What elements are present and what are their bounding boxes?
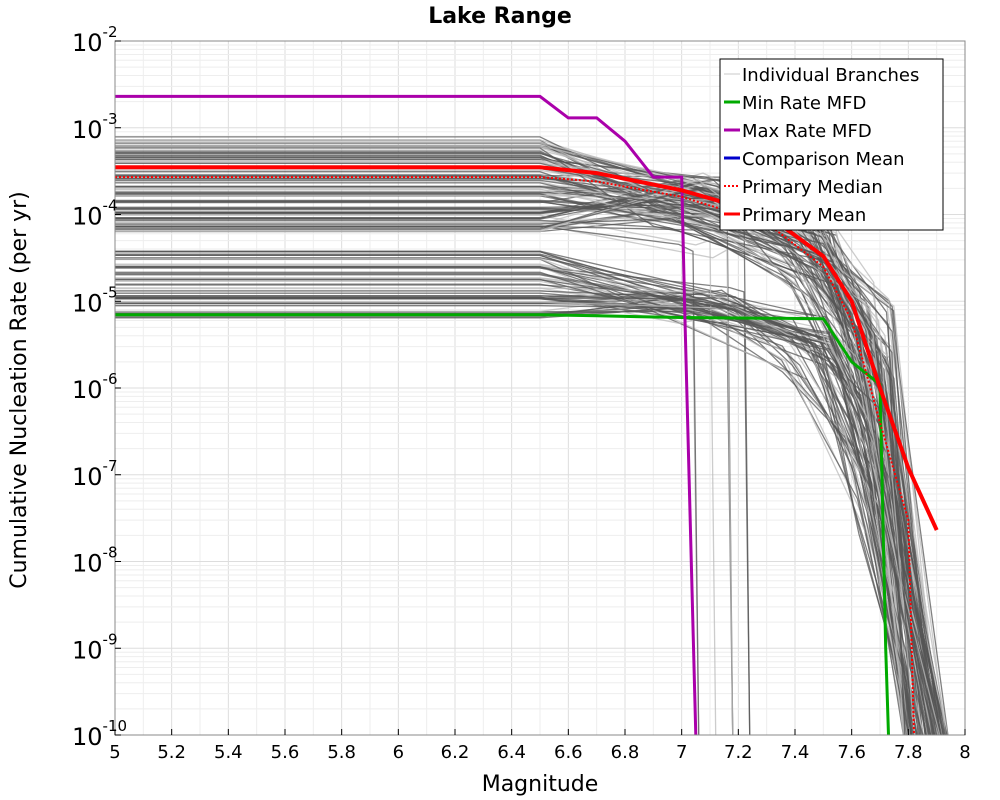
branch-line (115, 179, 930, 736)
y-axis-label: Cumulative Nucleation Rate (per yr) (7, 191, 32, 589)
branch-line (115, 225, 946, 736)
x-tick-label: 6.6 (554, 742, 583, 763)
chart-title: Lake Range (428, 4, 572, 29)
x-tick-label: 7 (676, 742, 687, 763)
x-tick-label: 5 (109, 742, 120, 763)
x-tick-label: 8 (959, 742, 970, 763)
branch-line (115, 224, 734, 736)
y-tick-exponent: -4 (103, 197, 118, 215)
x-tick-label: 6.8 (611, 742, 640, 763)
y-tick-label: 10-5 (72, 283, 118, 317)
y-tick-exponent: -2 (103, 23, 118, 41)
x-tick-label: 7.4 (781, 742, 810, 763)
x-tick-label: 5.8 (327, 742, 356, 763)
series-primary-mean (115, 165, 939, 531)
x-tick-label: 5.6 (271, 742, 300, 763)
legend-label: Min Rate MFD (742, 93, 866, 114)
branch-line (115, 188, 911, 736)
branch-line (115, 278, 924, 736)
legend-label: Individual Branches (742, 65, 919, 86)
y-tick-exponent: -6 (103, 370, 118, 388)
legend: Individual Branches Min Rate MFD Max Rate … (719, 58, 944, 231)
branch-line (115, 193, 933, 736)
legend-label: Comparison Mean (742, 149, 905, 170)
y-tick-exponent: -9 (103, 630, 118, 648)
x-tick-label: 6.4 (497, 742, 526, 763)
x-tick-label: 6 (393, 742, 404, 763)
branch-line (115, 305, 910, 736)
x-tick-label: 7.8 (894, 742, 923, 763)
y-tick-exponent: -5 (103, 283, 118, 301)
x-axis-ticks: 5 5.2 5.4 5.6 5.8 6 6.2 6.4 6.6 6.8 7 7.2 7.4 7.6 7.8 8 (109, 729, 971, 763)
legend-label: Primary Mean (742, 205, 866, 226)
series-min-rate-mfd (115, 313, 890, 736)
series-max-rate-mfd (115, 94, 698, 736)
x-tick-label: 6.2 (441, 742, 470, 763)
legend-label: Max Rate MFD (742, 121, 872, 142)
y-tick-exponent: -7 (103, 457, 118, 475)
branch-line (115, 283, 917, 736)
series-lines (115, 94, 939, 736)
y-tick-exponent: -3 (103, 110, 118, 128)
y-tick-exponent: -8 (103, 544, 118, 562)
x-tick-label: 7.6 (837, 742, 866, 763)
y-tick-exponent: -10 (103, 717, 128, 735)
x-tick-label: 5.2 (157, 742, 186, 763)
branch-line (115, 214, 717, 736)
branch-line (115, 185, 913, 736)
x-tick-label: 5.4 (214, 742, 243, 763)
branch-line (115, 295, 905, 736)
branch-line (115, 182, 930, 736)
series-primary-median (115, 176, 915, 736)
x-tick-label: 7.2 (724, 742, 753, 763)
legend-box (719, 58, 944, 231)
branch-line (115, 203, 906, 736)
legend-label: Primary Median (742, 177, 883, 198)
x-axis-label: Magnitude (482, 772, 599, 797)
